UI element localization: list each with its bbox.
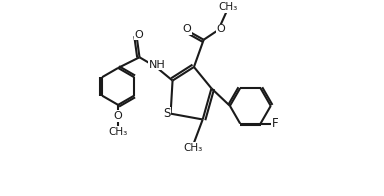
Text: CH₃: CH₃ (218, 2, 238, 12)
Text: S: S (164, 107, 171, 120)
Text: O: O (216, 24, 225, 34)
Text: O: O (134, 30, 143, 40)
Text: CH₃: CH₃ (109, 127, 128, 137)
Text: F: F (271, 117, 278, 130)
Text: NH: NH (149, 60, 166, 70)
Text: O: O (114, 111, 122, 121)
Text: O: O (183, 24, 192, 34)
Text: CH₃: CH₃ (183, 143, 203, 153)
